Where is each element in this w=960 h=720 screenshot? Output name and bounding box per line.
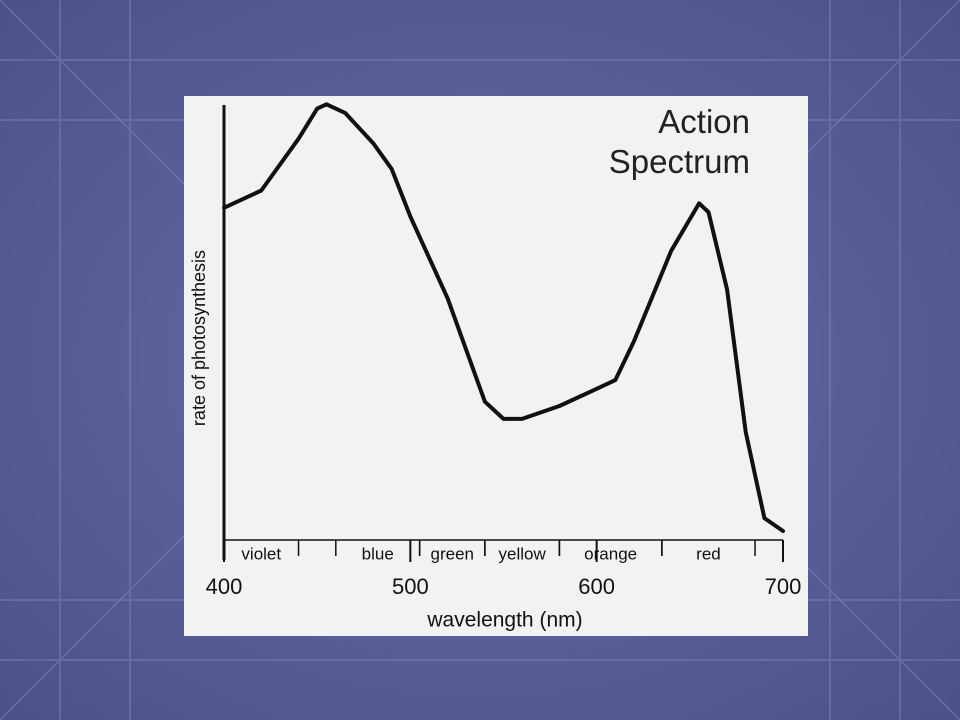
x-tick-label: 700 [765,574,802,599]
y-axis-label: rate of photosynthesis [189,250,209,426]
band-label: yellow [499,544,547,563]
chart-title: Action Spectrum [608,103,750,180]
x-tick-label: 500 [392,574,429,599]
band-label: violet [241,544,281,563]
band-label: orange [584,544,637,563]
band-label: blue [362,544,394,563]
x-tick-label: 600 [578,574,615,599]
curve [222,102,785,533]
band-label: green [431,544,474,563]
x-axis-label: wavelength (nm) [426,609,582,632]
band-label: red [696,544,721,563]
x-tick-label: 400 [206,574,243,599]
chart-panel [184,96,808,636]
